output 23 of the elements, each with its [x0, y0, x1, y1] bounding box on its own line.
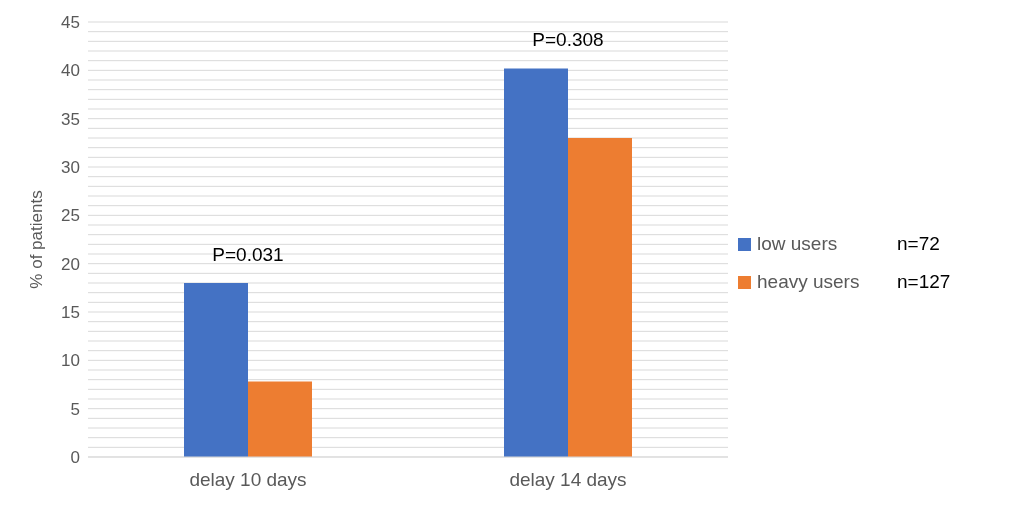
text: n=127	[897, 271, 951, 293]
annotation: P=0.308	[532, 29, 604, 51]
y-axis-title: % of patients	[27, 190, 47, 289]
bar	[248, 381, 312, 457]
y-tick-label: 40	[61, 61, 80, 81]
y-tick-label: 15	[61, 303, 80, 323]
bar	[504, 68, 568, 457]
y-tick-label: 35	[61, 109, 80, 129]
x-tick-label: delay 14 days	[509, 469, 627, 491]
bar	[568, 138, 632, 457]
annotation: P=0.031	[212, 244, 284, 265]
y-tick-label: 30	[61, 158, 80, 178]
y-tick-label: 5	[70, 399, 80, 419]
y-tick-label: 20	[61, 254, 80, 274]
x-tick-label: delay 10 days	[189, 469, 307, 491]
y-tick-label: 10	[61, 351, 80, 371]
text: n=72	[897, 233, 940, 255]
bar	[184, 283, 248, 457]
y-tick-label: 45	[61, 13, 80, 33]
y-tick-label: 25	[61, 206, 80, 226]
legend-label: low users	[757, 233, 839, 255]
y-tick-label: 0	[70, 448, 80, 468]
legend-label: heavy users	[757, 271, 861, 293]
